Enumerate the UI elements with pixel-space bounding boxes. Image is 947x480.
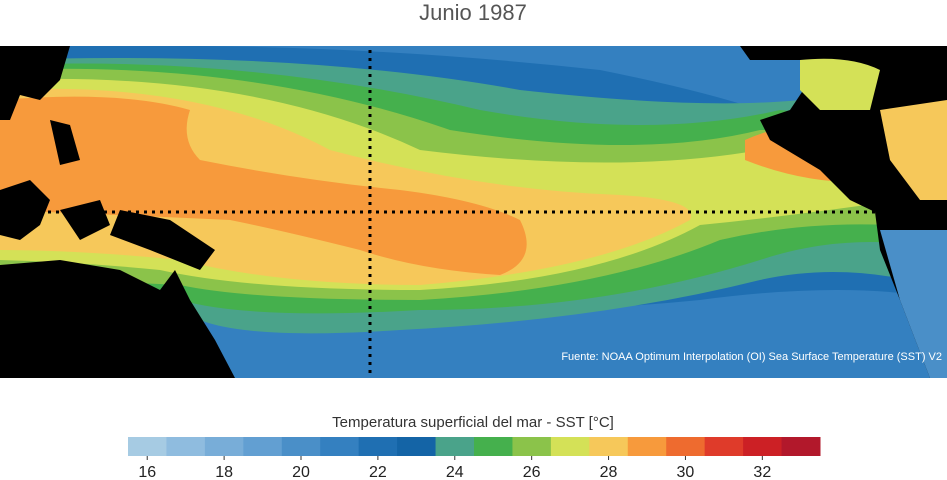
colorbar-tick-label: 22 — [369, 464, 387, 480]
land-indonesia — [0, 120, 215, 270]
colorbar-tick-label: 18 — [215, 464, 233, 480]
land-asia — [0, 46, 70, 120]
peru-current — [880, 230, 947, 378]
colorbar-swatch — [397, 437, 437, 456]
colorbar-swatch — [166, 437, 206, 456]
colorbar-tick-label: 26 — [523, 464, 541, 480]
colorbar-swatch — [550, 437, 590, 456]
colorbar-swatch — [358, 437, 398, 456]
colorbar-label: Temperatura superficial del mar - SST [°… — [332, 414, 614, 431]
colorbar-swatch — [589, 437, 629, 456]
colorbar-tick-label: 16 — [138, 464, 156, 480]
gulf-of-mexico — [800, 58, 880, 110]
title: Junio 1987 — [419, 0, 527, 25]
colorbar-tick-label: 30 — [677, 464, 695, 480]
colorbar-tick-label: 32 — [753, 464, 771, 480]
ocean-band — [200, 46, 947, 120]
colorbar-tick-label: 28 — [600, 464, 618, 480]
colorbar-swatch — [627, 437, 667, 456]
source: Fuente: NOAA Optimum Interpolation (OI) … — [561, 351, 942, 363]
colorbar-tick-label: 24 — [446, 464, 464, 480]
colorbar-swatch — [666, 437, 706, 456]
caribbean — [880, 100, 947, 200]
colorbar-tick-label: 20 — [292, 464, 310, 480]
colorbar-swatch — [743, 437, 783, 456]
sst-map: Fuente: NOAA Optimum Interpolation (OI) … — [0, 46, 947, 378]
colorbar-swatch — [281, 437, 321, 456]
colorbar-swatch — [704, 437, 744, 456]
colorbar-swatch — [781, 437, 821, 456]
colorbar-swatch — [204, 437, 244, 456]
colorbar-swatch — [435, 437, 475, 456]
colorbar-swatch — [320, 437, 360, 456]
colorbar-swatch — [128, 437, 167, 456]
ocean-29-west — [0, 96, 527, 276]
colorbar: 16 18 20 22 24 26 28 30 32 — [128, 437, 821, 480]
colorbar-swatch — [512, 437, 552, 456]
colorbar-swatch — [243, 437, 283, 456]
land-australia — [0, 260, 235, 378]
colorbar-swatch — [474, 437, 513, 456]
